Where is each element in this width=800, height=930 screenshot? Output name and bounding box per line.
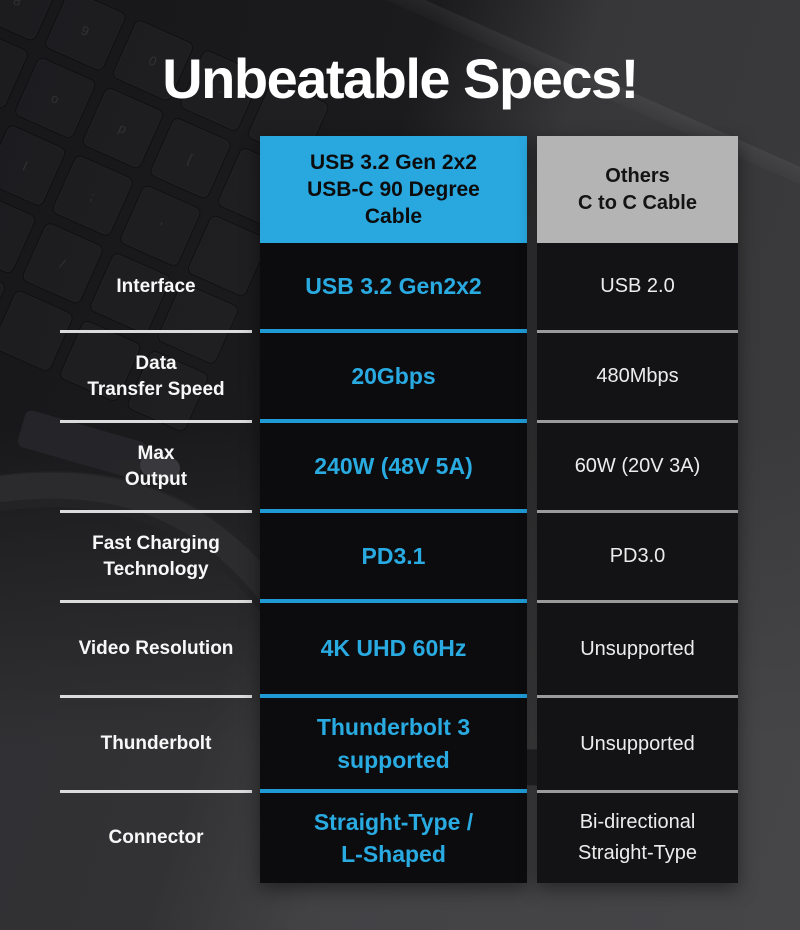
others-column-header: Others C to C Cable [537,136,738,243]
keyboard-key: l [0,123,68,208]
row-label-fast-charging: Fast Charging Technology [60,513,252,603]
keyboard-key: . [0,190,38,276]
product-value-video: 4K UHD 60Hz [260,603,527,698]
product-value-thunderbolt: Thunderbolt 3 supported [260,698,527,793]
row-label-interface: Interface [60,243,252,333]
others-value-connector: Bi-directional Straight-Type [578,811,697,864]
row-label-transfer-speed: Data Transfer Speed [60,333,252,423]
row-label-connector: Connector [108,827,204,849]
others-value-fast-charging: PD3.0 [537,513,738,603]
keyboard-key: 8 [0,0,61,43]
product-column: USB 3.2 Gen 2x2 USB-C 90 Degree Cable US… [260,136,527,883]
keyboard-key: return [0,258,8,344]
product-value-transfer-speed: 20Gbps [260,333,527,423]
product-value-fast-charging: PD3.1 [260,513,527,603]
row-label-max-output: Max Output [60,423,252,513]
row-label-video: Video Resolution [60,603,252,698]
row-label-thunderbolt: Thunderbolt [60,698,252,793]
others-value-thunderbolt: Unsupported [537,698,738,793]
page-title: Unbeatable Specs! [162,47,639,110]
label-column-spacer [60,136,252,243]
others-value-transfer-speed: 480Mbps [537,333,738,423]
spec-label-column: Interface Data Transfer Speed Max Output… [60,136,252,883]
others-column: Others C to C Cable USB 2.0 480Mbps 60W … [537,136,738,883]
others-value-max-output: 60W (20V 3A) [537,423,738,513]
product-value-interface: USB 3.2 Gen2x2 [260,243,527,333]
product-value-max-output: 240W (48V 5A) [260,423,527,513]
product-column-header: USB 3.2 Gen 2x2 USB-C 90 Degree Cable [260,136,527,243]
product-value-connector: Straight-Type / L-Shaped [313,808,474,867]
others-value-video: Unsupported [537,603,738,698]
others-value-interface: USB 2.0 [537,243,738,333]
